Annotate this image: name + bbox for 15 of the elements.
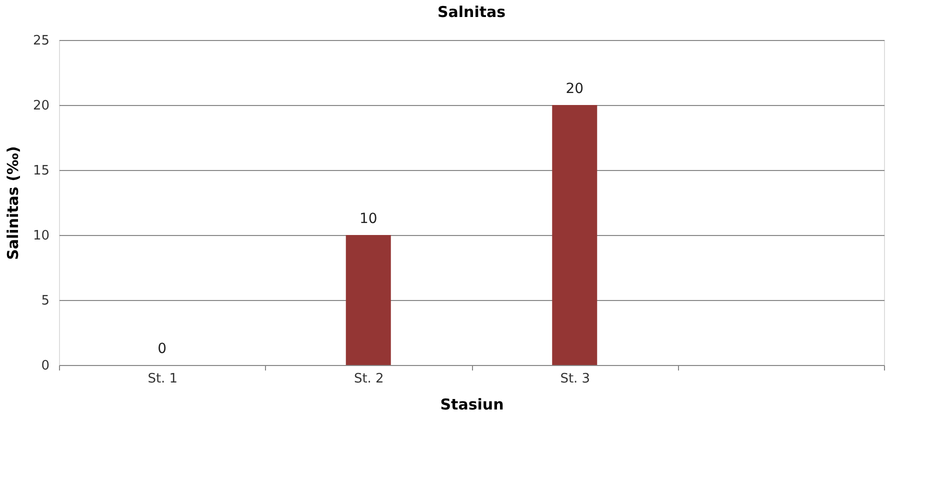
x-tick-label: St. 3	[560, 372, 590, 386]
data-label: 10	[359, 211, 378, 227]
y-tick-label: 20	[32, 98, 50, 114]
x-tick-label: St. 2	[354, 372, 384, 386]
x-tick-label: St. 1	[148, 372, 178, 386]
y-tick-label: 5	[41, 294, 50, 308]
y-axis-title: Salinitas (‰)	[4, 146, 22, 260]
x-axis-title: Stasiun	[440, 396, 504, 414]
chart-title: Salnitas	[437, 3, 506, 21]
data-label: 20	[566, 81, 584, 97]
y-tick-label: 15	[32, 164, 50, 178]
y-tick-label: 0	[41, 358, 50, 374]
data-label: 0	[158, 341, 167, 357]
y-tick-label: 25	[32, 34, 50, 48]
y-tick-label: 10	[32, 228, 50, 244]
